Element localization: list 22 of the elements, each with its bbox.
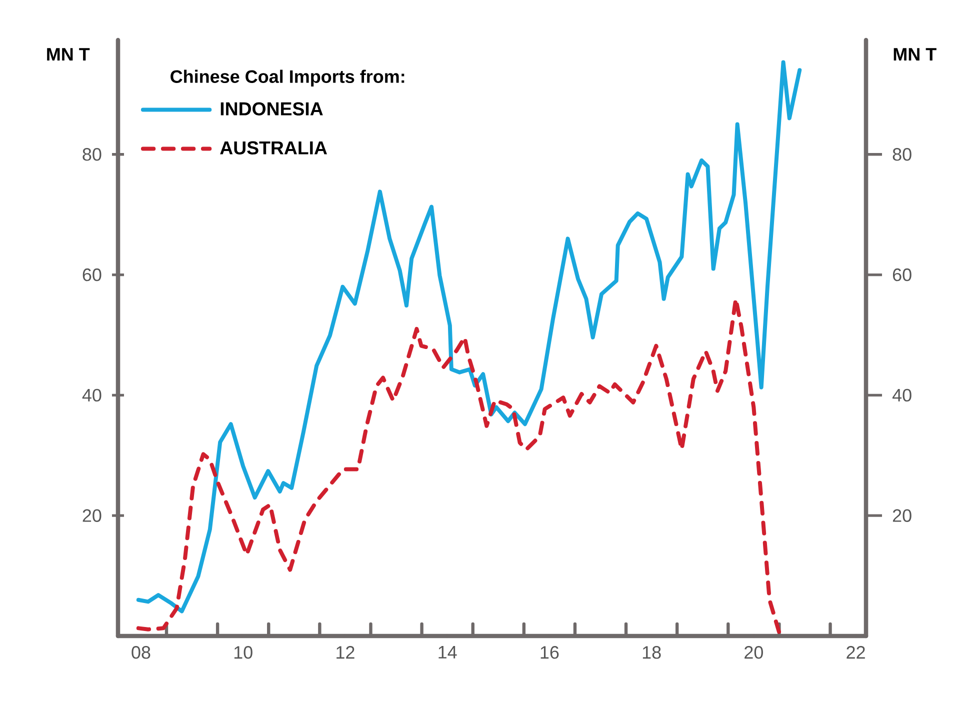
y-tick-label: 20: [82, 509, 102, 522]
y2-tick-label: 40: [892, 388, 912, 402]
legend-label: AUSTRALIA: [220, 141, 327, 154]
x-tick-label: 12: [336, 646, 354, 659]
y-tick-label: 80: [82, 148, 102, 161]
y2-tick-label: 60: [892, 268, 912, 282]
x-tick-label: 18: [642, 646, 661, 659]
y-tick-label: 60: [82, 268, 102, 282]
x-tick-label: 14: [438, 646, 457, 658]
line-series: [136, 60, 802, 614]
y-tick-label: 40: [82, 388, 102, 402]
y-axis-title: MN T: [47, 48, 90, 61]
y2-tick-label: 80: [892, 148, 912, 161]
legend-title: Chinese Coal Imports from:: [170, 70, 404, 87]
x-tick-label: 10: [234, 646, 252, 659]
legend-label: INDONESIA: [220, 102, 323, 116]
x-tick-label: 20: [744, 646, 763, 659]
y2-axis-title: MN T: [894, 48, 936, 60]
x-tick-label: 16: [540, 646, 559, 659]
y2-tick-label: 20: [892, 509, 912, 522]
x-tick-label: 22: [846, 646, 865, 659]
x-tick-label: 08: [132, 646, 150, 659]
